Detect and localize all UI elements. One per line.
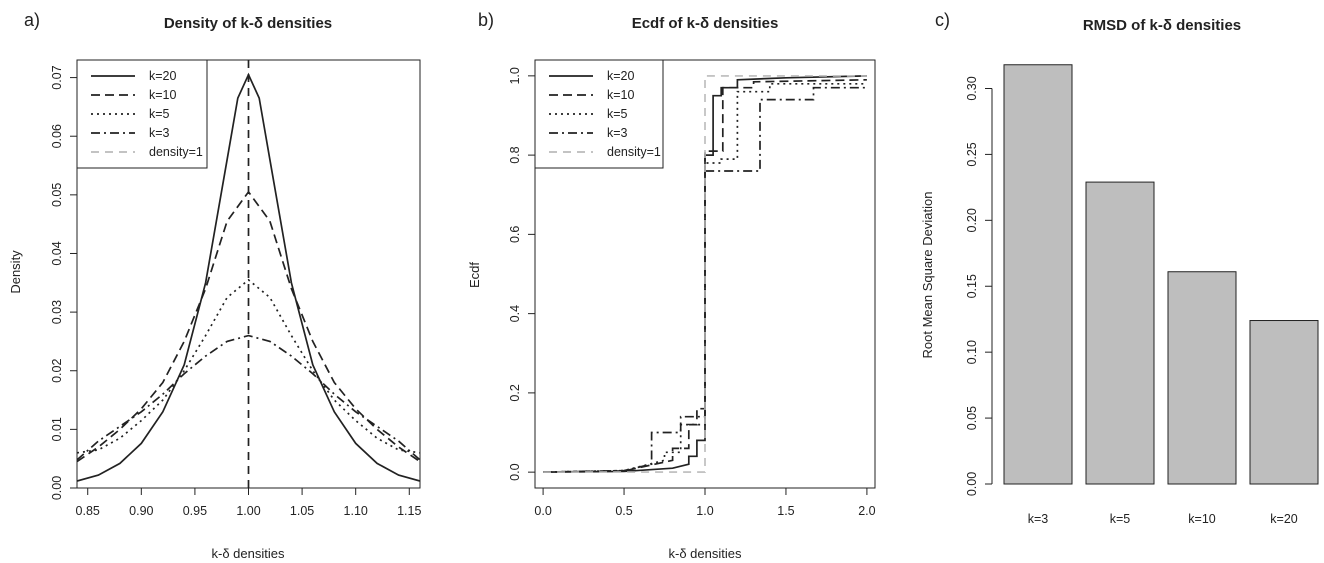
x-tick-label: 0.5 [615,504,632,518]
y-tick-label: 0.02 [50,359,64,383]
x-tick-label: 0.95 [183,504,207,518]
y-tick-label: 0.10 [965,340,979,364]
legend-label: k=20 [607,69,635,83]
x-tick-label: 0.85 [76,504,100,518]
panel-c-ylabel: Root Mean Square Deviation [920,192,935,359]
panel-a-ylabel: Density [8,250,23,294]
x-tick-label: 0.0 [534,504,551,518]
y-tick-label: 0.06 [50,124,64,148]
panel-c-rmsd: c) RMSD of k-δ densities Root Mean Squar… [920,10,1319,526]
panel-a-xlabel: k-δ densities [212,546,285,561]
category-label: k=5 [1110,512,1131,526]
bar-k-10 [1167,271,1237,485]
panel-b-xlabel: k-δ densities [669,546,742,561]
panel-c-y-axis: 0.00 0.05 0.10 0.15 0.20 0.25 0.30 [965,76,993,496]
y-tick-label: 0.6 [508,226,522,243]
panel-c-bars [1003,64,1319,485]
y-tick-label: 0.30 [965,76,979,100]
series-line-k-3 [77,334,420,461]
panel-a-title: Density of k-δ densities [164,15,332,32]
x-tick-label: 1.5 [777,504,794,518]
y-tick-label: 0.8 [508,146,522,163]
category-label: k=20 [1270,512,1298,526]
x-tick-label: 1.00 [236,504,260,518]
panel-a-letter: a) [24,10,40,30]
panel-b-ecdf: b) Ecdf of k-δ densities k-δ densities E… [467,10,876,561]
y-tick-label: 0.05 [965,406,979,430]
panel-b-letter: b) [478,10,494,30]
series-line-k-3 [543,86,867,473]
x-tick-label: 1.05 [290,504,314,518]
panel-b-ylabel: Ecdf [467,262,482,288]
bar-k-5 [1085,181,1155,485]
category-label: k=10 [1188,512,1216,526]
panel-b-series [543,75,867,473]
y-tick-label: 0.05 [50,183,64,207]
legend-label: k=10 [607,88,635,102]
legend-label: k=20 [149,69,177,83]
x-tick-label: 1.0 [696,504,713,518]
y-tick-label: 0.0 [508,463,522,480]
panel-b-x-axis: 0.0 0.5 1.0 1.5 2.0 [534,488,876,518]
legend-label: k=5 [149,107,170,121]
y-tick-label: 1.0 [508,67,522,84]
legend-label: k=10 [149,88,177,102]
x-tick-label: 1.10 [344,504,368,518]
legend-label: k=3 [607,126,628,140]
panel-c-letter: c) [935,10,950,30]
y-tick-label: 0.4 [508,305,522,322]
series-line-k-5 [77,278,420,454]
x-tick-label: 1.15 [397,504,421,518]
panel-a-y-axis: 0.00 0.01 0.02 0.03 0.04 0.05 0.06 0.07 [50,65,77,500]
bar-k-3 [1003,64,1073,485]
y-tick-label: 0.2 [508,384,522,401]
y-tick-label: 0.20 [965,208,979,232]
y-tick-label: 0.15 [965,274,979,298]
x-tick-label: 0.90 [129,504,153,518]
bar-k-20 [1249,320,1319,485]
y-tick-label: 0.03 [50,300,64,324]
x-tick-label: 2.0 [858,504,875,518]
panel-a-density: a) Density of k-δ densities k-δ densitie… [8,10,421,561]
y-tick-label: 0.04 [50,241,64,265]
panel-a-series [77,60,420,488]
legend-label: k=3 [149,126,170,140]
panel-b-y-axis: 0.0 0.2 0.4 0.6 0.8 1.0 [508,67,535,481]
panel-a-x-axis: 0.85 0.90 0.95 1.00 1.05 1.10 1.15 [76,488,421,518]
legend-label: density=1 [607,145,661,159]
panel-a-legend: k=20 k=10 k=5 k=3 density=1 [76,59,208,169]
legend-label: density=1 [149,145,203,159]
y-tick-label: 0.25 [965,142,979,166]
panel-b-title: Ecdf of k-δ densities [632,15,779,32]
y-tick-label: 0.00 [50,476,64,500]
y-tick-label: 0.01 [50,417,64,441]
y-tick-label: 0.00 [965,472,979,496]
panel-b-legend: k=20 k=10 k=5 k=3 density=1 [534,59,664,169]
legend-label: k=5 [607,107,628,121]
series-line-k-10 [543,78,867,473]
y-tick-label: 0.07 [50,65,64,89]
panel-c-category-labels: k=3 k=5 k=10 k=20 [1028,512,1298,526]
category-label: k=3 [1028,512,1049,526]
panel-c-title: RMSD of k-δ densities [1083,17,1241,34]
